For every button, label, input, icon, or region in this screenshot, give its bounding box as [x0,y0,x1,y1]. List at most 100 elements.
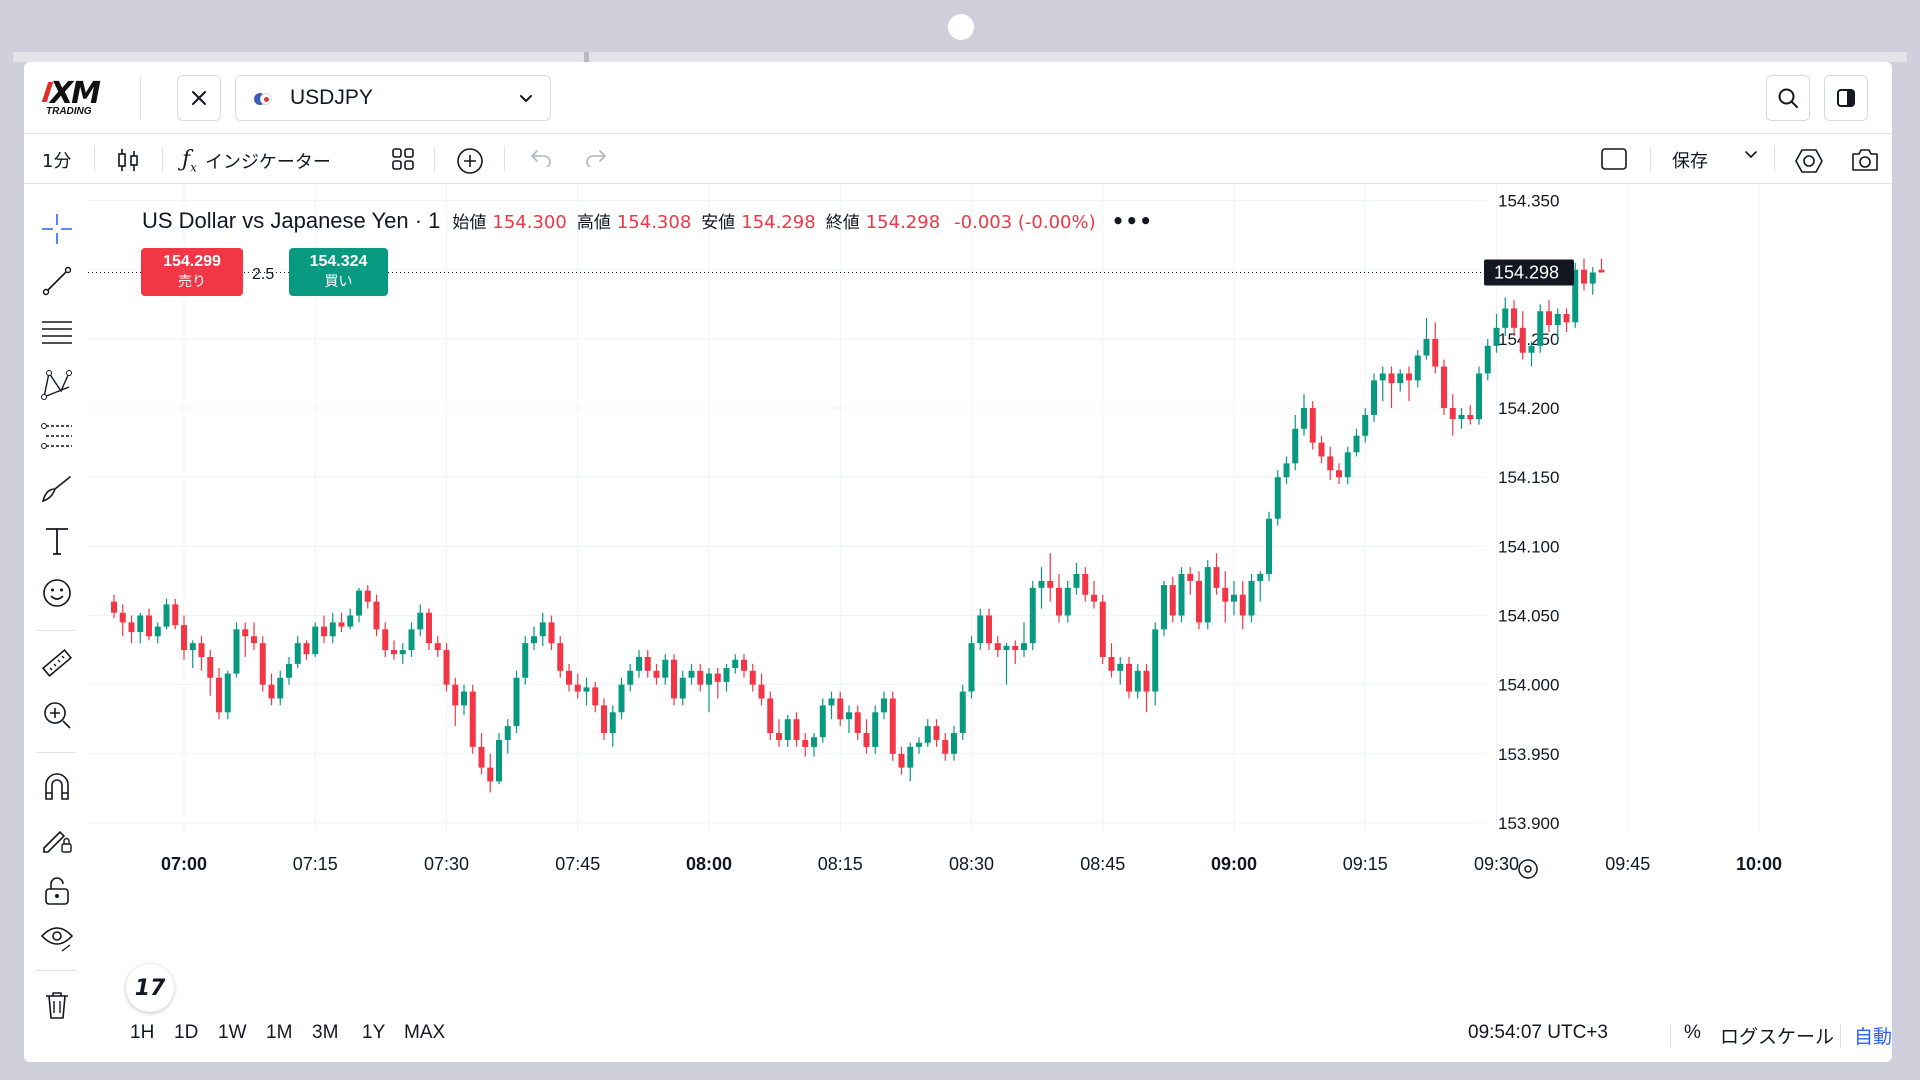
candle-body [1353,435,1360,453]
forecast-tool[interactable] [40,420,74,454]
templates-button[interactable] [391,147,415,171]
range-3m[interactable]: 3M [312,1022,339,1043]
sell-button[interactable]: 154.299 売り [141,248,243,296]
auto-scale-toggle[interactable]: 自動 [1854,1027,1892,1048]
candle-body [1327,456,1334,471]
range-max[interactable]: MAX [404,1022,446,1043]
y-tick-label: 154.150 [1498,468,1559,487]
candle-body [644,656,651,671]
xm-logo[interactable]: XM TRADING [41,76,108,117]
search-button[interactable] [1766,75,1810,121]
candlestick-chart[interactable]: 153.900 153.950 154.000 154.050 154.100 154.1… [88,184,1892,1062]
fib-tool[interactable] [40,316,74,350]
candle-body [163,604,170,627]
candle-body [749,670,756,685]
candle-body [1414,355,1421,381]
save-menu-button[interactable] [1744,147,1758,161]
candle-body [373,601,380,630]
camera-icon [1852,149,1878,171]
hide-tool[interactable] [40,922,74,956]
candle-body [1318,442,1325,457]
chart-pane[interactable]: 153.900 153.950 154.000 154.050 154.100 154.1… [88,184,1892,1062]
candle-body [338,622,345,627]
candle-body [714,673,721,682]
candle-body [426,612,432,644]
legend-symbol-name: US Dollar vs Japanese Yen · 1 [142,208,441,233]
candle-body [653,670,660,678]
lock-all-tool[interactable] [40,874,74,908]
candle-body [321,626,327,637]
clock[interactable]: 09:54:07 UTC+3 [1468,1022,1608,1043]
more-icon[interactable]: ••• [1111,209,1153,233]
settings-button[interactable] [1794,147,1824,175]
trend-line-tool[interactable] [40,264,74,298]
percent-toggle[interactable]: % [1684,1022,1701,1043]
grid-icon [392,148,414,170]
lock-drawing-tool[interactable] [40,822,74,856]
candle-body [1546,311,1552,326]
screenshot-button[interactable] [1850,147,1880,173]
interval-selector[interactable]: 1分 [42,147,71,173]
y-tick-label: 154.100 [1498,537,1559,556]
range-1y[interactable]: 1Y [362,1022,386,1043]
candle-body [303,643,310,655]
candle-body [1397,373,1404,384]
candle-body [1388,373,1395,384]
candle-body [312,626,319,655]
high-value: 154.308 [616,212,692,233]
candle-body [671,659,677,699]
candle-body [1029,587,1036,644]
symbol-selector[interactable]: USDJPY [235,75,551,121]
crosshair-tool[interactable] [40,212,74,246]
range-1d[interactable]: 1D [174,1022,199,1043]
zoom-tool[interactable] [40,698,74,732]
undo-button[interactable] [529,147,553,167]
chart-type-button[interactable] [116,147,140,173]
layout-toggle-button[interactable] [1824,75,1868,121]
text-tool[interactable] [40,524,74,558]
candle-body [1003,645,1010,651]
candle-body [1581,269,1587,284]
candle-body [1099,601,1106,657]
range-1h[interactable]: 1H [130,1022,155,1043]
candle-body [1056,587,1062,616]
candle-body [1371,380,1377,415]
horizontal-lines-icon [42,321,72,344]
buy-button[interactable]: 154.324 買い [289,248,388,296]
redo-button[interactable] [584,147,608,167]
save-button[interactable]: 保存 [1672,147,1708,173]
candle-body [286,663,292,678]
buy-label: 買い [324,274,353,290]
log-scale-toggle[interactable]: ログスケール [1720,1027,1835,1048]
candle-body [1441,366,1447,409]
candle-body [1379,373,1386,381]
redo-icon [586,150,607,167]
fullscreen-button[interactable] [1600,147,1628,171]
add-button[interactable] [456,147,484,175]
candle-body [592,687,599,706]
close-value: 154.298 [865,212,941,233]
candle-body [531,636,537,644]
fx-icon: ƒx [182,147,197,175]
measure-tool[interactable] [40,646,74,680]
brush-tool[interactable] [40,472,74,506]
delete-tool[interactable] [40,988,74,1022]
pattern-tool[interactable] [40,368,74,402]
range-1m[interactable]: 1M [266,1022,293,1043]
tradingview-logo[interactable]: 17 [126,964,174,1012]
close-button[interactable] [177,75,221,121]
candle-body [1283,463,1290,478]
range-1w[interactable]: 1W [218,1022,247,1043]
frame-strip [13,52,1907,62]
indicators-button[interactable]: ƒx インジケーター [182,147,331,174]
candle-body [1091,594,1097,602]
y-tick-label: 153.900 [1498,814,1559,833]
candle-body [828,698,835,706]
emoji-tool[interactable] [40,576,74,610]
interval-label: 1分 [42,151,72,172]
close-label: 終値 [825,213,860,233]
candle-body [1239,594,1246,616]
candle-body [627,670,634,685]
square-icon [1601,148,1627,170]
magnet-tool[interactable] [40,770,74,804]
